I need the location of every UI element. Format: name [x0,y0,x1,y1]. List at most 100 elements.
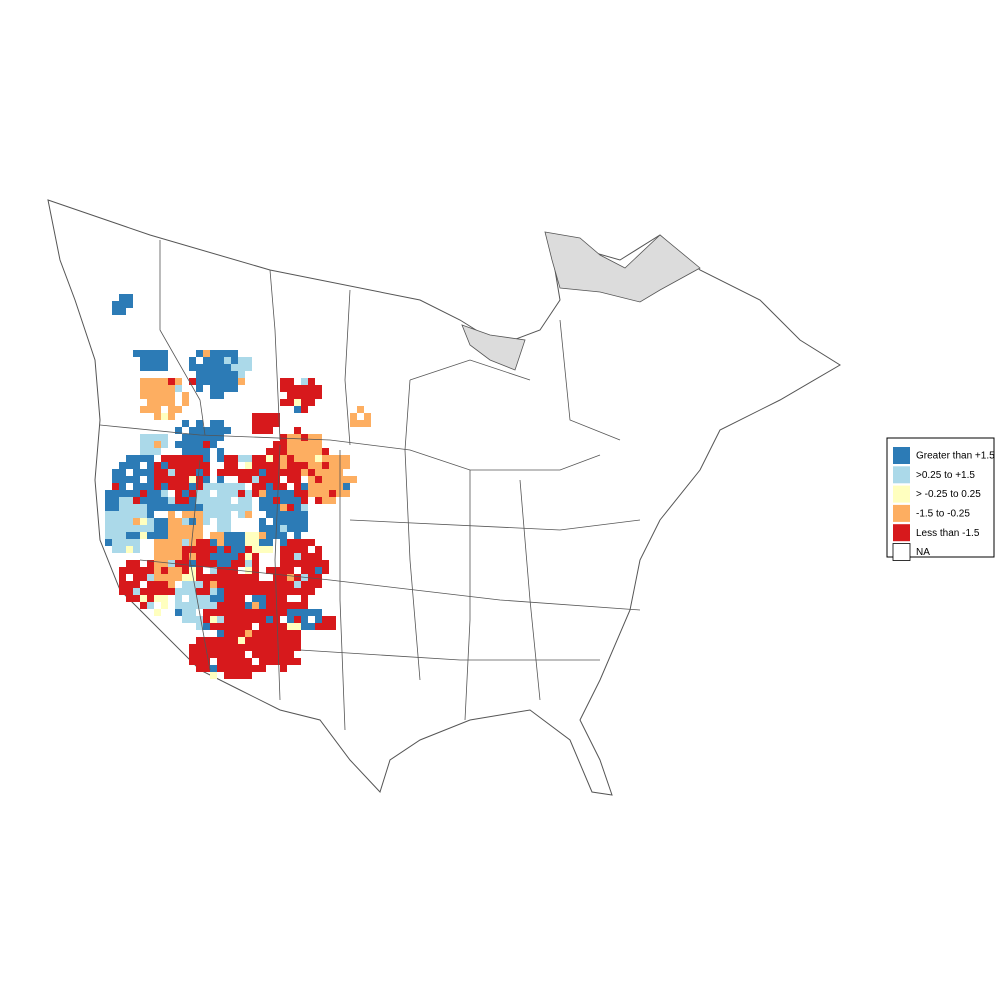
map-cell [196,476,203,483]
map-cell [203,350,210,357]
map-cell [217,553,224,560]
map-cell [252,462,259,469]
map-cell [140,357,147,364]
map-cell [364,413,371,420]
map-cell [273,476,280,483]
map-cell [161,385,168,392]
map-cell [308,399,315,406]
map-cell [154,350,161,357]
map-cell [259,476,266,483]
map-cell [280,525,287,532]
map-cell [294,476,301,483]
map-cell [238,539,245,546]
map-cell [126,511,133,518]
map-cell [154,462,161,469]
map-cell [182,546,189,553]
map-cell [140,392,147,399]
map-cell [217,385,224,392]
map-cell [210,588,217,595]
map-cell [294,462,301,469]
map-cell [154,525,161,532]
map-cell [168,539,175,546]
map-cell [252,413,259,420]
map-cell [161,518,168,525]
map-cell [189,462,196,469]
map-cell [224,546,231,553]
map-cell [210,504,217,511]
map-cell [266,644,273,651]
map-cell [294,546,301,553]
map-cell [210,539,217,546]
map-cell [322,476,329,483]
map-cell [147,574,154,581]
map-cell [147,511,154,518]
map-cell [357,406,364,413]
map-cell [329,490,336,497]
map-cell [210,672,217,679]
map-cell [259,651,266,658]
map-cell [301,553,308,560]
map-cell [315,462,322,469]
map-cell [175,525,182,532]
map-cell [287,609,294,616]
map-cell [245,567,252,574]
map-cell [245,497,252,504]
map-cell [259,595,266,602]
map-cell [301,581,308,588]
map-cell [322,567,329,574]
map-cell [280,637,287,644]
map-cell [224,595,231,602]
map-cell [266,490,273,497]
map-cell [161,441,168,448]
map-cell [294,427,301,434]
map-cell [273,497,280,504]
map-cell [231,581,238,588]
map-cell [287,455,294,462]
map-cell [287,518,294,525]
map-cell [238,609,245,616]
map-cell [140,469,147,476]
border [339,450,346,731]
map-cell [245,364,252,371]
map-cell [308,469,315,476]
map-cell [231,630,238,637]
map-cell [203,658,210,665]
map-cell [252,455,259,462]
map-cell [231,469,238,476]
map-cell [133,483,140,490]
legend-swatch [893,504,910,522]
map-cell [266,602,273,609]
map-cell [168,546,175,553]
legend-label: Greater than +1.5 [916,451,995,462]
map-cell [112,476,119,483]
map-cell [217,581,224,588]
map-cell [273,567,280,574]
map-cell [140,525,147,532]
map-cell [301,399,308,406]
map-cell [217,602,224,609]
map-cell [126,455,133,462]
cell-layer [105,294,371,679]
map-cell [315,560,322,567]
map-cell [252,630,259,637]
map-cell [231,602,238,609]
map-cell [238,483,245,490]
map-cell [112,539,119,546]
map-cell [238,574,245,581]
map-cell [210,364,217,371]
map-cell [175,539,182,546]
map-cell [175,553,182,560]
map-cell [301,539,308,546]
map-cell [259,490,266,497]
map-cell [112,532,119,539]
map-cell [182,448,189,455]
map-cell [133,469,140,476]
border [274,444,281,701]
map-cell [217,567,224,574]
map-cell [301,518,308,525]
map-cell [245,469,252,476]
map-cell [140,518,147,525]
map-cell [287,448,294,455]
map-cell [315,581,322,588]
map-cell [245,462,252,469]
